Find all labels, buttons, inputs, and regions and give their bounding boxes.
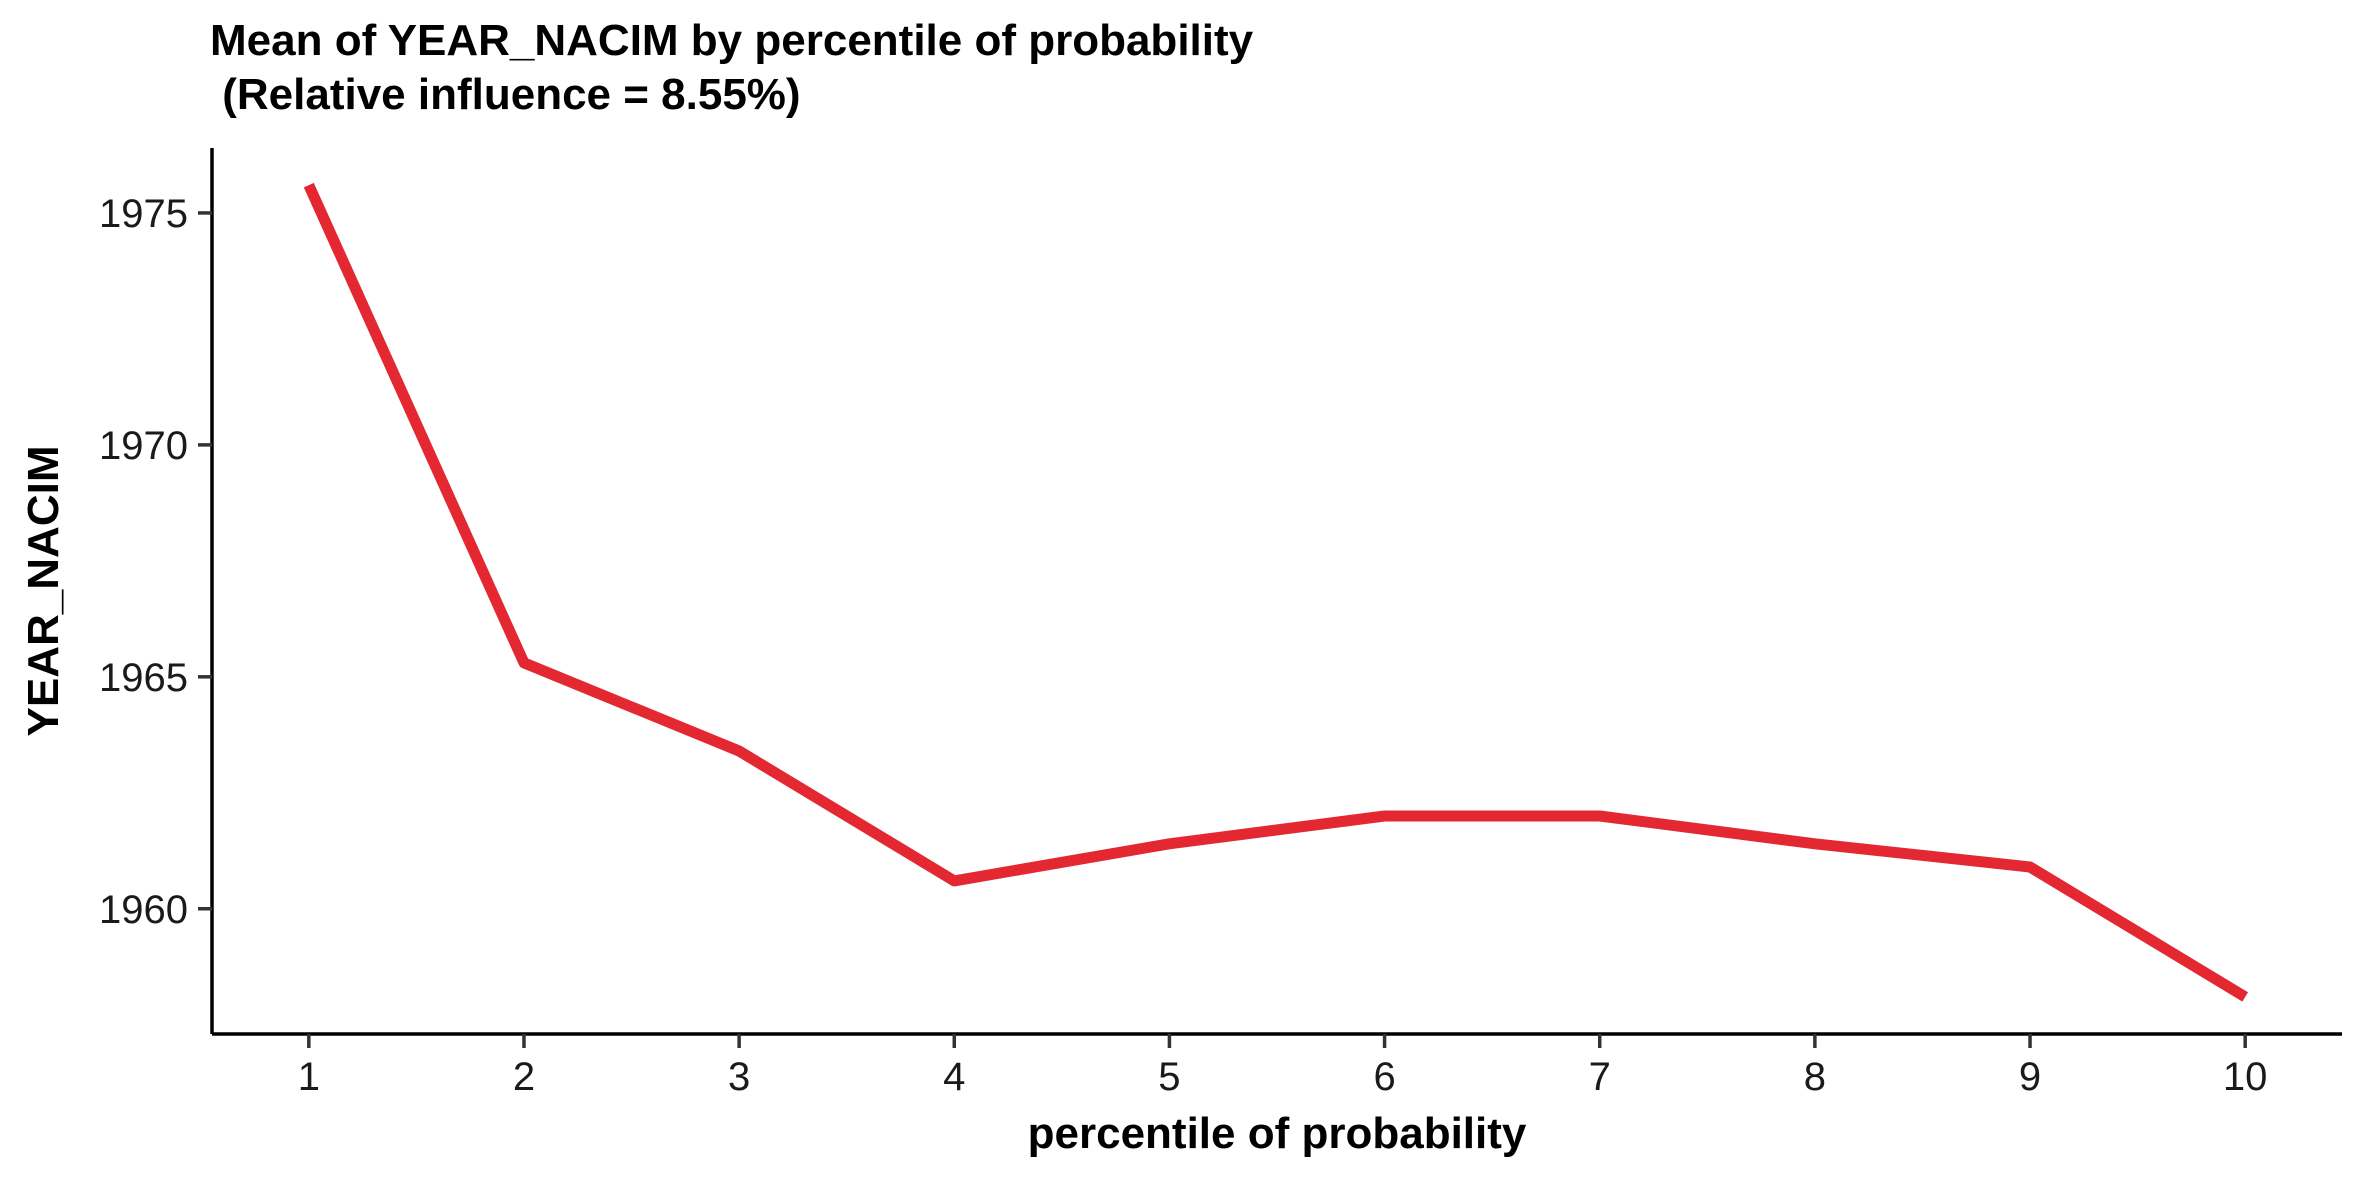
series-layer xyxy=(303,182,2249,1002)
x-tick-label: 10 xyxy=(2223,1055,2268,1099)
x-tick-label: 1 xyxy=(298,1055,320,1099)
axes xyxy=(210,148,2342,1036)
x-tick-label: 7 xyxy=(1589,1055,1611,1099)
y-ticks: 1960 1965 1970 1975 xyxy=(99,192,212,932)
y-tick-label: 1965 xyxy=(99,656,188,700)
y-tick-label: 1960 xyxy=(99,888,188,932)
series-line-0 xyxy=(303,182,2249,1002)
x-tick-label: 8 xyxy=(1804,1055,1826,1099)
x-tick-label: 6 xyxy=(1373,1055,1395,1099)
y-tick-label: 1975 xyxy=(99,192,188,236)
x-ticks: 1 2 3 4 5 6 7 8 9 10 xyxy=(298,1034,2268,1099)
y-axis-title: YEAR_NACIM xyxy=(19,446,68,737)
chart-subtitle: (Relative influence = 8.55%) xyxy=(210,70,801,119)
x-axis-title: percentile of probability xyxy=(1028,1109,1527,1158)
x-tick-label: 9 xyxy=(2019,1055,2041,1099)
chart-title: Mean of YEAR_NACIM by percentile of prob… xyxy=(210,16,1254,65)
x-tick-label: 4 xyxy=(943,1055,965,1099)
x-tick-label: 2 xyxy=(513,1055,535,1099)
x-tick-label: 5 xyxy=(1158,1055,1180,1099)
title-block: Mean of YEAR_NACIM by percentile of prob… xyxy=(210,14,1253,122)
x-tick-label: 3 xyxy=(728,1055,750,1099)
y-tick-label: 1970 xyxy=(99,424,188,468)
